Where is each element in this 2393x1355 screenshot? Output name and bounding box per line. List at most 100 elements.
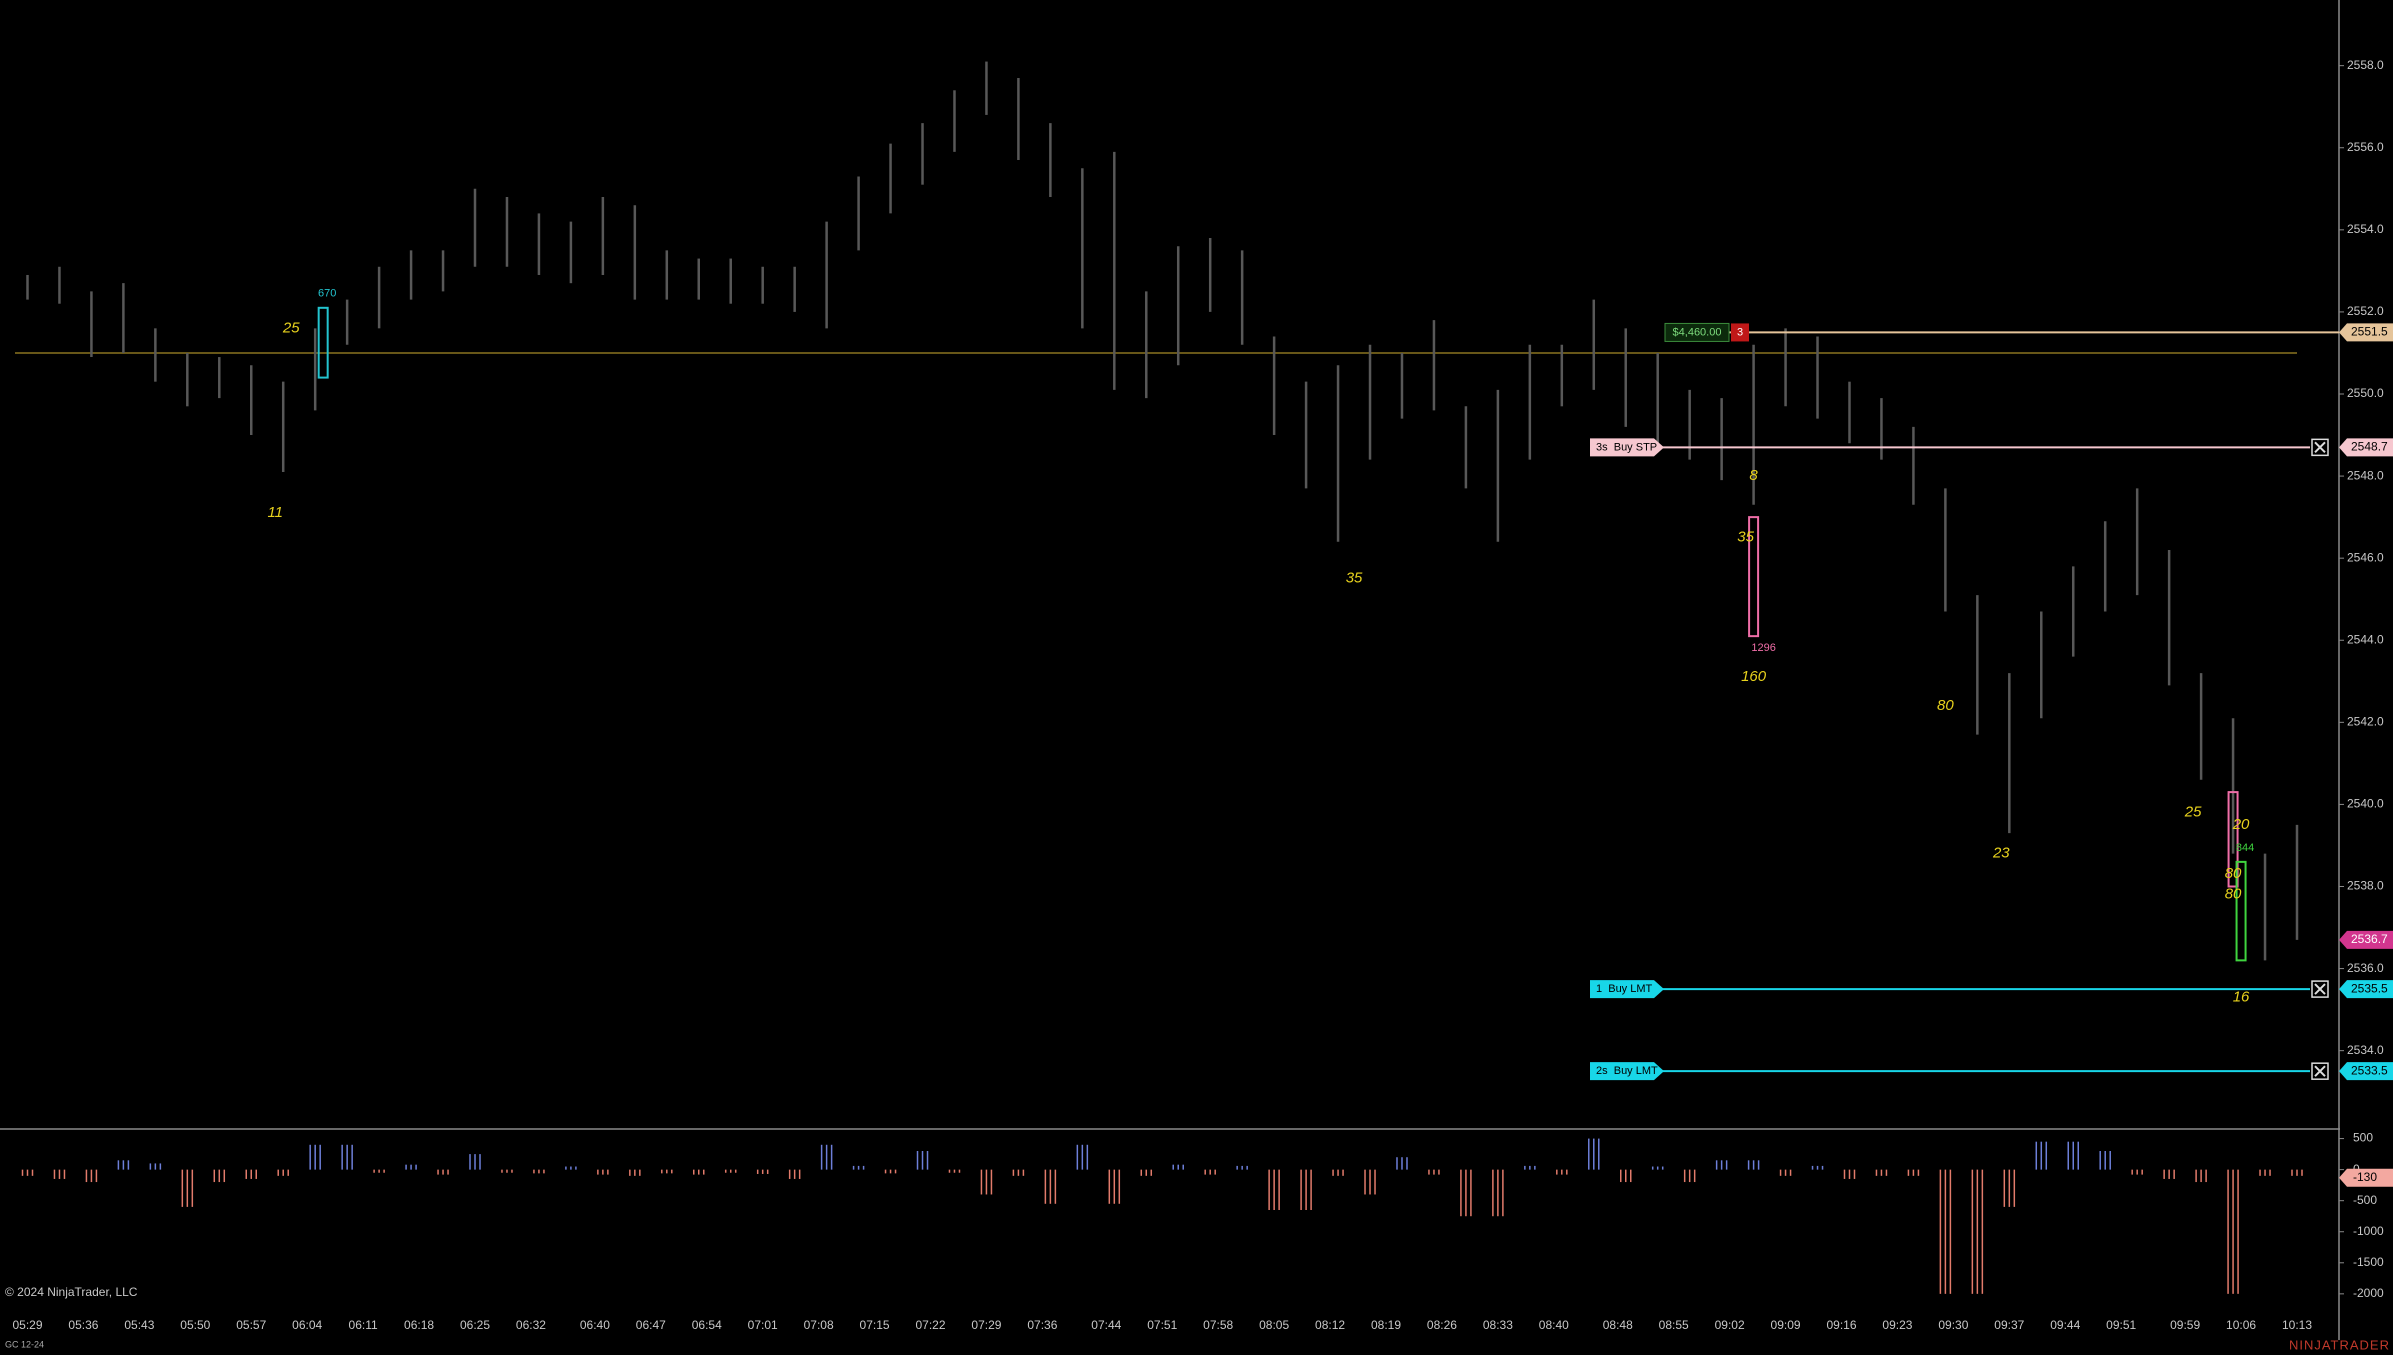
x-tick-label: 08:12 (1315, 1318, 1345, 1332)
x-tick-label: 07:44 (1091, 1318, 1121, 1332)
y-tick-label: 2540.0 (2347, 797, 2384, 811)
x-tick-label: 09:51 (2106, 1318, 2136, 1332)
x-tick-label: 05:50 (180, 1318, 210, 1332)
y-tick-label: 2544.0 (2347, 632, 2384, 646)
annotation: 80 (1937, 697, 1954, 714)
x-tick-label: 05:43 (124, 1318, 154, 1332)
imbalance-box (2227, 791, 2239, 888)
delta-marker (2339, 1168, 2393, 1187)
x-tick-label: 06:54 (692, 1318, 722, 1332)
x-tick-label: 07:01 (748, 1318, 778, 1332)
x-tick-label: 07:15 (860, 1318, 890, 1332)
imbalance-box (317, 306, 329, 379)
x-tick-label: 05:57 (236, 1318, 266, 1332)
logo: NINJATRADER (2289, 1337, 2390, 1352)
qty-label: 3 (1737, 326, 1743, 338)
cancel-icon (2314, 983, 2326, 995)
y-tick-label: -2000 (2353, 1286, 2384, 1300)
price-marker (2339, 930, 2393, 949)
price-marker (2339, 323, 2393, 342)
price-marker (2339, 980, 2393, 999)
order-tag (1590, 438, 1664, 457)
y-tick-label: -1500 (2353, 1255, 2384, 1269)
x-tick-label: 08:05 (1259, 1318, 1289, 1332)
annotation: 8 (1749, 467, 1758, 484)
delta-marker-label: -130 (2353, 1170, 2377, 1184)
price-marker-label: 2551.5 (2351, 325, 2388, 339)
annotation: 80 (2225, 886, 2242, 903)
y-tick-label: -1000 (2353, 1224, 2384, 1238)
y-tick-label: -500 (2353, 1193, 2377, 1207)
order-label: 2s Buy LMT (1596, 1065, 1658, 1077)
x-tick-label: 05:29 (12, 1318, 42, 1332)
price-marker (2339, 438, 2393, 457)
imbalance-box (1748, 516, 1760, 638)
pnl-label: $4,460.00 (1673, 326, 1722, 338)
x-tick-label: 06:18 (404, 1318, 434, 1332)
x-tick-label: 09:30 (1938, 1318, 1968, 1332)
annotation: 35 (1346, 570, 1363, 587)
qty-box (1731, 323, 1749, 342)
x-tick-label: 08:48 (1603, 1318, 1633, 1332)
x-tick-label: 08:40 (1539, 1318, 1569, 1332)
x-tick-label: 07:29 (971, 1318, 1001, 1332)
x-tick-label: 06:25 (460, 1318, 490, 1332)
price-marker-label: 2535.5 (2351, 981, 2388, 995)
y-tick-label: 500 (2353, 1131, 2373, 1145)
price-marker-label: 2548.7 (2351, 440, 2388, 454)
y-tick-label: 2534.0 (2347, 1043, 2384, 1057)
x-tick-label: 09:02 (1715, 1318, 1745, 1332)
y-tick-label: 2536.0 (2347, 961, 2384, 975)
annotation: 11 (267, 504, 283, 521)
cancel-icon (2314, 1065, 2326, 1077)
y-tick-label: 2552.0 (2347, 304, 2384, 318)
instrument: GC 12-24 (5, 1339, 44, 1349)
y-tick-label: 2538.0 (2347, 879, 2384, 893)
annotation: 35 (1737, 529, 1754, 546)
x-tick-label: 08:26 (1427, 1318, 1457, 1332)
price-marker (2339, 1062, 2393, 1081)
x-tick-label: 09:23 (1882, 1318, 1912, 1332)
x-tick-label: 06:40 (580, 1318, 610, 1332)
box-label: 844 (2236, 842, 2254, 854)
x-tick-label: 09:16 (1826, 1318, 1856, 1332)
x-tick-label: 10:06 (2226, 1318, 2256, 1332)
order-tag (1590, 980, 1664, 999)
x-tick-label: 06:04 (292, 1318, 322, 1332)
annotation: 25 (2184, 804, 2202, 821)
y-tick-label: 2548.0 (2347, 468, 2384, 482)
annotation: 25 (282, 319, 300, 336)
annotation: 20 (2232, 816, 2250, 833)
x-tick-label: 07:08 (804, 1318, 834, 1332)
annotation: 16 (2233, 988, 2250, 1005)
y-tick-label: 2542.0 (2347, 715, 2384, 729)
price-marker-label: 2533.5 (2351, 1063, 2388, 1077)
y-tick-label: 2556.0 (2347, 140, 2384, 154)
box-label: 1296 (1751, 642, 1775, 654)
x-tick-label: 05:36 (68, 1318, 98, 1332)
annotation: 23 (1992, 845, 2010, 862)
y-tick-label: 2550.0 (2347, 386, 2384, 400)
x-tick-label: 09:37 (1994, 1318, 2024, 1332)
copyright: © 2024 NinjaTrader, LLC (5, 1285, 138, 1299)
pnl-box (1664, 322, 1730, 342)
annotation: 160 (1741, 668, 1767, 685)
x-tick-label: 06:47 (636, 1318, 666, 1332)
order-label: 3s Buy STP (1596, 441, 1657, 453)
x-tick-label: 09:09 (1771, 1318, 1801, 1332)
y-tick-label: 2554.0 (2347, 222, 2384, 236)
box-label: 670 (318, 288, 336, 300)
annotation: 80 (2225, 865, 2242, 882)
x-tick-label: 08:19 (1371, 1318, 1401, 1332)
x-tick-label: 09:59 (2170, 1318, 2200, 1332)
order-label: 1 Buy LMT (1596, 983, 1653, 995)
cancel-icon (2314, 441, 2326, 454)
x-tick-label: 07:58 (1203, 1318, 1233, 1332)
y-tick-label: 2546.0 (2347, 550, 2384, 564)
x-tick-label: 07:36 (1027, 1318, 1057, 1332)
price-marker-label: 2536.7 (2351, 932, 2388, 946)
x-tick-label: 09:44 (2050, 1318, 2080, 1332)
